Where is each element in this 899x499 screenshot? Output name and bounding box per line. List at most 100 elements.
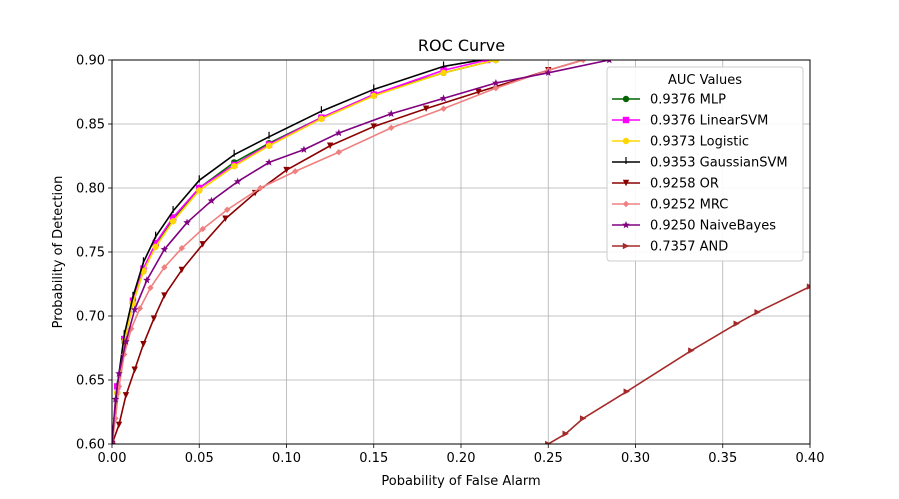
legend-item: 0.7357 AND xyxy=(612,240,728,255)
series-marker xyxy=(183,218,191,226)
x-axis-label: Pobability of False Alarm xyxy=(381,474,540,489)
series-marker xyxy=(623,388,630,395)
series-marker xyxy=(233,177,242,185)
series-2 xyxy=(112,60,500,444)
series-marker xyxy=(147,284,154,292)
x-tick-label: 0.30 xyxy=(621,451,650,466)
x-tick-label: 0.05 xyxy=(185,451,214,466)
x-tick-label: 0.40 xyxy=(796,451,825,466)
series-marker xyxy=(112,440,116,444)
series-marker xyxy=(143,276,151,284)
series-marker xyxy=(115,421,123,428)
series-marker xyxy=(579,60,587,64)
legend-box xyxy=(606,66,804,262)
series-marker xyxy=(326,142,334,149)
y-axis-label: Probability of Detection xyxy=(51,176,66,329)
series-marker xyxy=(492,60,500,64)
x-tick-label: 0.20 xyxy=(447,451,476,466)
legend-label: 0.9376 LinearSVM xyxy=(650,114,768,129)
plot-frame xyxy=(111,59,811,445)
series-marker xyxy=(115,369,123,377)
series-line xyxy=(112,60,486,444)
series-marker xyxy=(251,189,259,197)
legend-label: 0.7357 AND xyxy=(650,240,728,255)
x-tick-label: 0.25 xyxy=(534,451,563,466)
legend-item: 0.9376 MLP xyxy=(612,93,726,108)
x-tick-label: 0.00 xyxy=(98,451,127,466)
series-marker xyxy=(122,337,130,345)
series-marker xyxy=(169,214,177,221)
series-marker xyxy=(335,148,343,156)
series-line xyxy=(112,60,584,444)
series-marker xyxy=(622,200,630,208)
series-layer xyxy=(112,60,810,444)
series-marker xyxy=(222,215,229,222)
series-marker xyxy=(257,184,264,192)
series-marker xyxy=(622,116,630,124)
series-marker xyxy=(622,179,630,187)
series-marker xyxy=(440,105,447,112)
series-marker xyxy=(544,68,553,77)
legend: AUC Values 0.9376 MLP 0.9376 LinearSVM 0.93… xyxy=(606,66,804,262)
series-line xyxy=(112,60,497,444)
series-marker xyxy=(140,340,147,348)
series-line xyxy=(112,60,610,444)
series-marker xyxy=(806,283,810,290)
series-marker xyxy=(492,79,500,87)
series-marker xyxy=(122,392,130,399)
series-marker xyxy=(335,128,343,137)
series-marker xyxy=(199,241,206,248)
chart-title: ROC Curve xyxy=(418,36,505,55)
series-marker xyxy=(606,60,612,64)
legend-item: 0.9376 LinearSVM xyxy=(612,114,768,129)
series-marker xyxy=(733,320,740,327)
series-marker xyxy=(136,305,144,312)
legend-item: 0.9252 MRC xyxy=(612,198,728,213)
legend-label: 0.9373 Logistic xyxy=(650,135,749,150)
series-marker xyxy=(370,123,377,130)
legend-label: 0.9250 NaiveBayes xyxy=(650,219,776,234)
series-marker xyxy=(545,440,552,444)
y-axis-ticks: 0.60 0.65 0.70 0.75 0.80 0.85 0.90 xyxy=(76,54,112,453)
y-tick-label: 0.75 xyxy=(76,246,105,261)
series-marker xyxy=(161,292,168,299)
series-marker xyxy=(130,305,139,313)
x-tick-label: 0.15 xyxy=(359,451,388,466)
series-marker xyxy=(207,196,216,205)
series-marker xyxy=(131,366,138,373)
series-marker xyxy=(223,206,231,213)
series-marker xyxy=(199,225,206,233)
series-marker xyxy=(178,266,185,274)
y-tick-label: 0.80 xyxy=(76,182,105,197)
legend-label: 0.9252 MRC xyxy=(650,198,728,213)
legend-item: 0.9373 Logistic xyxy=(612,135,749,150)
legend-item: 0.9258 OR xyxy=(612,177,719,192)
series-marker xyxy=(152,243,159,251)
series-marker xyxy=(178,244,185,252)
series-marker xyxy=(265,142,273,149)
series-marker xyxy=(579,415,587,422)
series-marker xyxy=(622,242,630,250)
series-4 xyxy=(112,60,585,444)
y-tick-label: 0.65 xyxy=(76,374,105,389)
series-6 xyxy=(112,60,612,444)
legend-label: 0.9376 MLP xyxy=(650,93,726,108)
series-line xyxy=(547,285,810,444)
series-marker xyxy=(370,92,377,100)
legend-item: 0.9353 GaussianSVM xyxy=(612,156,788,171)
series-marker xyxy=(754,308,761,316)
series-7 xyxy=(545,283,810,444)
legend-label: 0.9353 GaussianSVM xyxy=(650,156,788,171)
x-tick-label: 0.10 xyxy=(272,451,301,466)
series-marker xyxy=(196,187,203,194)
series-marker xyxy=(112,395,120,403)
series-marker xyxy=(562,430,569,437)
series-marker xyxy=(230,163,238,170)
series-marker xyxy=(622,95,630,103)
series-3 xyxy=(112,60,486,444)
series-marker xyxy=(422,105,430,112)
y-tick-label: 0.60 xyxy=(76,438,105,453)
series-marker xyxy=(387,109,395,117)
series-marker xyxy=(622,137,630,145)
